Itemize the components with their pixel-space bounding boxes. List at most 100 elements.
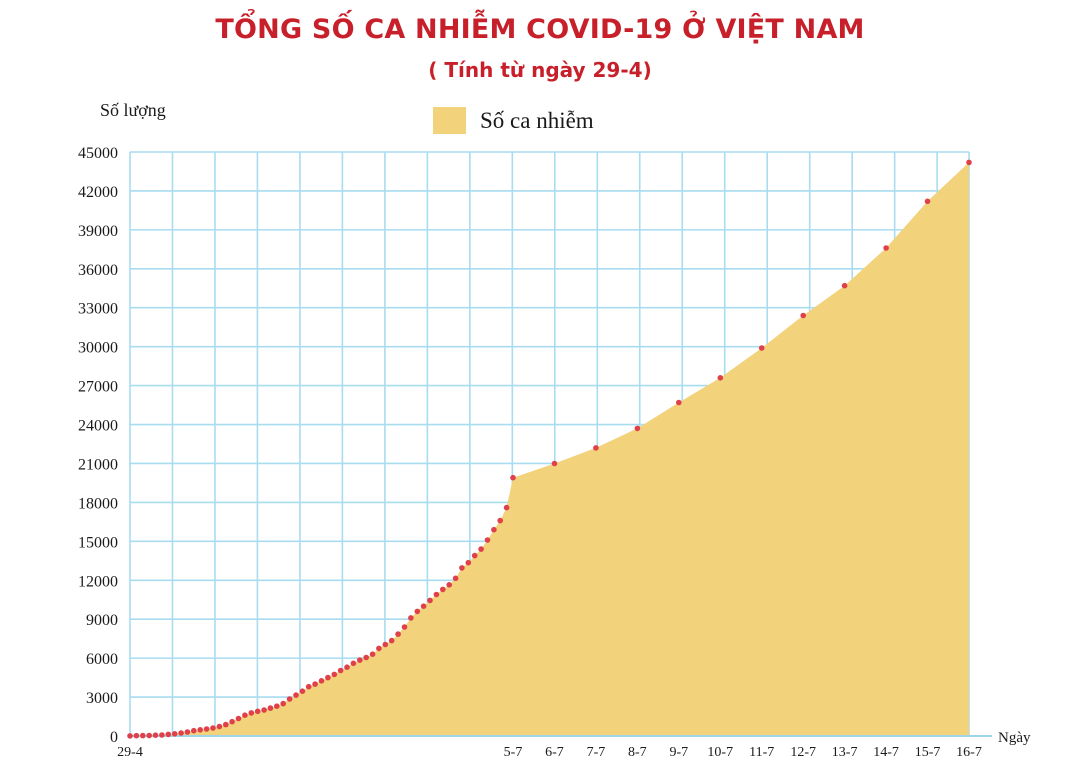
- data-point: [369, 651, 376, 657]
- data-point: [717, 375, 724, 381]
- data-point: [551, 460, 558, 467]
- data-point: [388, 637, 395, 644]
- data-point: [433, 591, 440, 598]
- data-point: [382, 641, 389, 648]
- chart-title: TỔNG SỐ CA NHIỄM COVID-19 Ở VIỆT NAM: [215, 14, 865, 45]
- data-point: [210, 725, 216, 731]
- data-point: [191, 727, 197, 734]
- y-tick-label: 39000: [78, 223, 118, 240]
- data-point: [427, 597, 433, 604]
- data-point: [376, 645, 382, 652]
- data-point: [152, 732, 159, 738]
- data-point: [420, 603, 427, 609]
- data-point: [459, 565, 465, 571]
- y-tick-label: 9000: [86, 612, 118, 629]
- y-tick-label: 24000: [78, 418, 118, 435]
- x-tick-label: 11-7: [749, 745, 774, 760]
- data-point: [966, 159, 972, 166]
- x-tick-label: 29-4: [117, 745, 143, 760]
- data-point: [286, 696, 293, 702]
- data-point: [146, 732, 152, 739]
- data-point: [337, 667, 344, 674]
- y-tick-label: 12000: [78, 573, 118, 590]
- x-tick-label: 13-7: [832, 745, 858, 760]
- y-tick-label: 15000: [78, 534, 118, 551]
- data-point: [465, 559, 472, 566]
- x-tick-label: 12-7: [790, 745, 816, 760]
- data-point: [924, 198, 931, 205]
- y-tick-label: 21000: [78, 456, 118, 473]
- data-point: [325, 674, 331, 681]
- y-tick-label: 33000: [78, 301, 118, 318]
- data-point: [497, 517, 504, 524]
- legend-label: Số ca nhiễm: [480, 107, 594, 133]
- data-point: [634, 425, 641, 432]
- data-point: [484, 537, 491, 543]
- data-point: [503, 504, 510, 511]
- data-point: [242, 712, 248, 718]
- data-point: [331, 671, 338, 678]
- x-tick-label: 9-7: [669, 745, 688, 760]
- legend: Số ca nhiễm: [433, 107, 594, 134]
- data-point: [140, 732, 146, 739]
- data-point: [841, 282, 848, 289]
- data-point: [510, 474, 516, 481]
- data-point: [197, 727, 203, 733]
- data-point: [184, 729, 191, 735]
- y-axis-label: Số lượng: [100, 100, 166, 120]
- x-tick-label: 8-7: [628, 745, 647, 760]
- data-point: [127, 733, 133, 739]
- data-point: [165, 731, 172, 738]
- y-tick-label: 18000: [78, 495, 118, 512]
- data-point: [440, 586, 446, 593]
- y-tick-label: 30000: [78, 340, 118, 357]
- data-point: [446, 582, 453, 588]
- data-point: [395, 631, 401, 637]
- x-tick-label: 14-7: [873, 745, 899, 760]
- data-point: [408, 615, 414, 621]
- y-tick-label: 6000: [86, 651, 118, 668]
- x-tick-label: 6-7: [545, 745, 564, 760]
- legend-swatch: [433, 107, 466, 134]
- data-point: [280, 700, 287, 707]
- y-tick-label: 42000: [78, 184, 118, 201]
- data-point: [363, 654, 370, 661]
- data-point: [159, 732, 165, 738]
- x-axis-label: Ngày: [998, 730, 1031, 746]
- data-point: [414, 608, 421, 615]
- x-tick-label: 16-7: [956, 745, 982, 760]
- data-point: [478, 546, 484, 552]
- data-point: [305, 683, 312, 690]
- y-tick-label: 45000: [78, 145, 118, 162]
- data-point: [203, 726, 210, 732]
- data-point: [318, 678, 325, 684]
- data-point: [223, 721, 229, 728]
- y-tick-label: 27000: [78, 379, 118, 396]
- x-tick-label: 10-7: [707, 745, 733, 760]
- data-point: [452, 575, 459, 582]
- y-tick-label: 3000: [86, 690, 118, 707]
- data-point: [171, 731, 178, 737]
- data-point: [676, 399, 682, 406]
- data-point: [216, 723, 223, 730]
- data-point: [254, 708, 261, 715]
- data-point: [357, 657, 363, 663]
- y-tick-label: 36000: [78, 262, 118, 279]
- data-point: [471, 552, 478, 559]
- data-point: [758, 345, 765, 351]
- data-point: [401, 624, 408, 630]
- data-point: [491, 526, 497, 533]
- data-point: [299, 688, 306, 694]
- data-point: [293, 692, 299, 698]
- data-point: [235, 715, 242, 722]
- x-tick-label: 7-7: [587, 745, 606, 760]
- data-point: [883, 245, 889, 251]
- data-point: [248, 710, 255, 716]
- data-point: [350, 660, 357, 667]
- data-point: [274, 703, 280, 709]
- data-point: [178, 730, 184, 736]
- chart-subtitle: ( Tính từ ngày 29-4): [428, 58, 652, 82]
- data-point: [133, 732, 140, 739]
- data-point: [344, 664, 350, 670]
- x-tick-label: 5-7: [504, 745, 523, 760]
